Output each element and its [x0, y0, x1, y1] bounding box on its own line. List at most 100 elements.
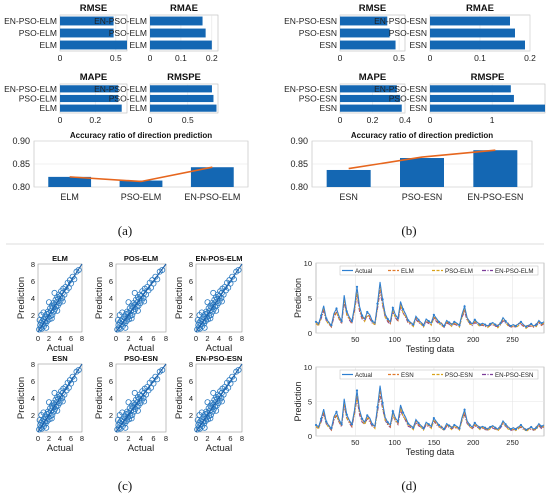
scatter-point: [75, 266, 82, 273]
actual-point: [509, 428, 512, 431]
x-tick-label: 8: [240, 434, 244, 443]
x-tick-label: 200: [467, 335, 480, 344]
actual-point: [422, 427, 425, 430]
legend-label: EN-PSO-ESN: [495, 372, 534, 379]
scatter-title: EN-PSO-ESN: [196, 354, 243, 363]
y-tick-label: 0.90: [290, 136, 308, 146]
bar: [340, 28, 390, 38]
scatter-point: [204, 399, 211, 406]
y-tick-label: 0: [308, 329, 312, 338]
x-tick-label: 100: [388, 438, 401, 447]
bar: [150, 40, 212, 50]
x-axis-label: Testing data: [406, 447, 455, 457]
scatter-point: [126, 316, 133, 323]
x-tick-label: 150: [428, 438, 441, 447]
actual-point: [499, 322, 502, 325]
x-tick-label: 250: [506, 438, 519, 447]
scatter-point: [46, 399, 53, 406]
legend-label: PSO-ELM: [445, 268, 473, 275]
caption-c: (c): [118, 478, 132, 493]
bar: [150, 28, 206, 38]
actual-point: [524, 428, 528, 431]
x-tick-label: 4: [139, 334, 143, 343]
bar: [430, 85, 511, 93]
actual-point: [442, 428, 446, 431]
y-tick-label: 0.90: [12, 136, 30, 146]
x-tick-label: 200: [467, 438, 480, 447]
actual-point: [504, 423, 507, 426]
y-tick-label: 8: [189, 260, 193, 269]
x-tick-label: 2: [126, 434, 130, 443]
category-label: EN-PSO-ELM: [184, 192, 240, 202]
x-tick-label: 0: [114, 434, 118, 443]
x-tick-label: 100: [388, 335, 401, 344]
x-tick-label: 0.2: [524, 53, 536, 63]
scatter-point: [141, 289, 148, 296]
actual-point: [519, 423, 523, 427]
actual-point: [432, 313, 435, 316]
x-tick-label: 6: [228, 334, 232, 343]
actual-point: [402, 411, 405, 414]
scatter-point: [194, 317, 201, 324]
category-label: ESN: [339, 192, 358, 202]
actual-point: [396, 317, 400, 320]
x-axis-label: Actual: [128, 343, 154, 354]
scatter-point: [114, 426, 121, 433]
actual-point: [335, 410, 338, 413]
legend-label: Actual: [355, 268, 372, 275]
y-tick-label: 0.80: [12, 182, 30, 192]
actual-point: [468, 423, 471, 427]
actual-point: [325, 420, 328, 423]
scatter-point: [43, 324, 50, 331]
chart-title: Accuracy ratio of direction prediction: [351, 131, 493, 140]
y-tick-label: 10: [304, 259, 312, 268]
x-tick-label: 4: [58, 334, 62, 343]
scatter-point: [36, 426, 43, 433]
actual-point: [458, 427, 461, 430]
actual-point: [437, 423, 441, 427]
x-tick-label: 0: [194, 434, 198, 443]
y-axis-label: Prediction: [94, 277, 105, 319]
scatter-point: [204, 299, 211, 306]
x-axis-label: Actual: [47, 443, 73, 454]
x-tick-label: 2: [205, 434, 209, 443]
scatter-point: [49, 311, 56, 318]
accuracy-chart: 0.80 0.85 0.90 ESN PSO-ESN EN-PSO-ESN Accuracy…: [290, 131, 533, 202]
x-tick-label: 0: [36, 434, 40, 443]
scatter-point: [141, 298, 148, 305]
scatter-point: [213, 307, 220, 314]
x-tick-label: 0: [428, 53, 433, 63]
x-tick-label: 0.5: [393, 53, 405, 63]
scatter-point: [59, 398, 66, 405]
fit-line: [195, 363, 243, 433]
x-tick-label: 4: [217, 434, 221, 443]
x-tick-label: 0: [36, 334, 40, 343]
x-axis-label: Actual: [206, 443, 232, 454]
y-tick-label: 0.85: [12, 159, 30, 169]
metric-title: RMSPE: [167, 72, 201, 83]
y-tick-label: 8: [109, 260, 113, 269]
actual-point: [524, 325, 528, 328]
category-label: PSO-ESN: [402, 192, 443, 202]
bar: [340, 16, 388, 26]
scatter-point: [201, 324, 208, 331]
x-tick-label: 250: [506, 335, 519, 344]
x-tick-label: 4: [217, 334, 221, 343]
actual-point: [453, 423, 456, 427]
x-tick-label: 0: [428, 115, 433, 125]
actual-point: [325, 317, 328, 320]
x-tick-label: 0.1: [474, 53, 486, 63]
y-tick-label: 8: [109, 360, 113, 369]
actual-point: [391, 410, 394, 413]
y-axis-label: Prediction: [174, 377, 185, 419]
y-axis-label: Prediction: [94, 377, 105, 419]
x-tick-label: 0.4: [399, 115, 411, 125]
y-tick-label: 4: [189, 394, 193, 403]
x-tick-label: 6: [151, 334, 155, 343]
scatter-point: [194, 426, 201, 433]
